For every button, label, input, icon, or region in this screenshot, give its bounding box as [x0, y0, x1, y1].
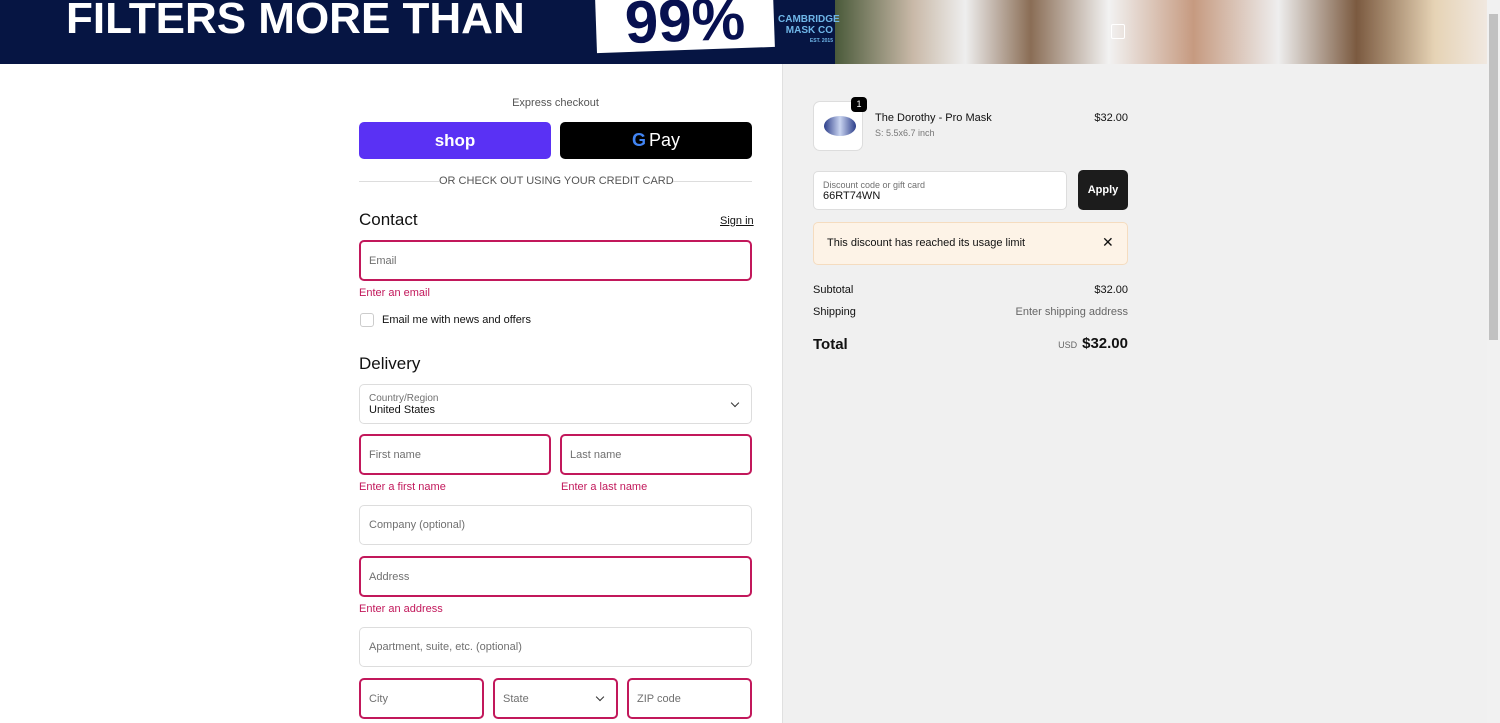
store-logo[interactable]: CAMBRIDGE MASK CO EST. 2015 [778, 14, 840, 44]
divider [672, 181, 752, 182]
promo-banner: FILTERS MORE THAN 99% CAMBRIDGE MASK CO ES… [0, 0, 1487, 64]
state-select[interactable]: State [493, 678, 618, 719]
shop-pay-button[interactable]: shop [359, 122, 551, 159]
subtotal-label: Subtotal [813, 284, 854, 296]
discount-notice-text: This discount has reached its usage limi… [827, 237, 1026, 249]
banner-photo [835, 0, 1487, 64]
last-name-input[interactable]: Last name [560, 434, 752, 475]
country-select[interactable]: Country/Region United States [359, 384, 752, 424]
close-icon[interactable]: ✕ [1102, 234, 1114, 250]
product-variant: S: 5.5x6.7 inch [875, 128, 935, 138]
first-name-input[interactable]: First name [359, 434, 551, 475]
shipping-value: Enter shipping address [1015, 306, 1128, 318]
zip-input[interactable]: ZIP code [627, 678, 752, 719]
address-error: Enter an address [359, 603, 443, 615]
banner-percent: 99% [595, 0, 775, 56]
total-value: USD $32.00 [1058, 335, 1128, 352]
product-name: The Dorothy - Pro Mask [875, 112, 992, 124]
apartment-input[interactable]: Apartment, suite, etc. (optional) [359, 627, 752, 667]
contact-heading: Contact [359, 210, 418, 229]
product-thumbnail [813, 101, 863, 151]
delivery-heading: Delivery [359, 354, 421, 373]
divider-text: OR CHECK OUT USING YOUR CREDIT CARD [439, 175, 674, 187]
scrollbar[interactable] [1487, 0, 1500, 723]
last-name-error: Enter a last name [561, 481, 648, 493]
google-g-icon: G [631, 130, 646, 150]
express-checkout-label: Express checkout [512, 97, 599, 109]
apply-button[interactable]: Apply [1078, 170, 1128, 210]
google-pay-button[interactable]: G Pay [560, 122, 752, 159]
email-input[interactable]: Email [359, 240, 752, 281]
product-price: $32.00 [1094, 112, 1128, 124]
discount-notice [813, 222, 1128, 265]
currency: USD [1058, 340, 1078, 350]
city-input[interactable]: City [359, 678, 484, 719]
address-input[interactable]: Address [359, 556, 752, 597]
first-name-error: Enter a first name [359, 481, 446, 493]
cart-bag-icon[interactable] [1111, 24, 1125, 39]
shipping-label: Shipping [813, 306, 856, 318]
company-input[interactable]: Company (optional) [359, 505, 752, 545]
subtotal-value: $32.00 [1094, 284, 1128, 296]
email-error: Enter an email [359, 287, 430, 299]
order-summary [782, 64, 1487, 723]
newsletter-label: Email me with news and offers [382, 314, 531, 326]
total-label: Total [813, 336, 848, 353]
scrollbar-thumb[interactable] [1489, 14, 1498, 340]
banner-headline: FILTERS MORE THAN [66, 0, 525, 43]
divider [359, 181, 439, 182]
discount-input[interactable]: Discount code or gift card 66RT74WN [813, 171, 1067, 210]
sign-in-link[interactable]: Sign in [720, 215, 754, 227]
newsletter-checkbox[interactable] [360, 313, 374, 327]
quantity-badge: 1 [851, 97, 867, 112]
